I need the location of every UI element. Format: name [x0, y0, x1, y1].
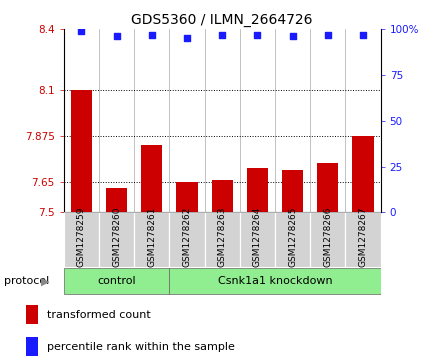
Bar: [26, 338, 38, 356]
Text: control: control: [97, 276, 136, 286]
Point: [359, 32, 367, 37]
Point: [148, 32, 155, 37]
Point: [219, 32, 226, 37]
Bar: [282, 170, 303, 212]
Bar: [134, 212, 169, 267]
Text: ▶: ▶: [41, 276, 50, 286]
Bar: [176, 182, 198, 212]
Bar: [99, 212, 134, 267]
Bar: [247, 168, 268, 212]
Bar: [345, 212, 381, 267]
Bar: [212, 180, 233, 212]
Text: GSM1278262: GSM1278262: [183, 207, 191, 267]
Bar: [275, 212, 310, 267]
Text: GSM1278265: GSM1278265: [288, 207, 297, 267]
Bar: [169, 212, 205, 267]
Text: transformed count: transformed count: [47, 310, 150, 320]
Text: GSM1278260: GSM1278260: [112, 207, 121, 267]
Bar: [64, 212, 99, 267]
Point: [324, 32, 331, 37]
Title: GDS5360 / ILMN_2664726: GDS5360 / ILMN_2664726: [132, 13, 313, 26]
Bar: [71, 90, 92, 212]
Text: GSM1278266: GSM1278266: [323, 207, 332, 267]
Point: [254, 32, 261, 37]
Point: [183, 35, 191, 41]
Point: [289, 33, 296, 39]
Bar: [317, 163, 338, 212]
Text: GSM1278261: GSM1278261: [147, 207, 156, 267]
Bar: [352, 136, 374, 212]
Bar: [240, 212, 275, 267]
Text: percentile rank within the sample: percentile rank within the sample: [47, 342, 235, 352]
Bar: [141, 145, 162, 212]
Text: Csnk1a1 knockdown: Csnk1a1 knockdown: [218, 276, 332, 286]
Point: [78, 28, 85, 34]
Text: protocol: protocol: [4, 276, 50, 286]
Point: [113, 33, 120, 39]
Text: GSM1278264: GSM1278264: [253, 207, 262, 267]
Bar: [310, 212, 345, 267]
Bar: [169, 268, 381, 294]
Bar: [64, 268, 169, 294]
Text: GSM1278263: GSM1278263: [218, 207, 227, 267]
Bar: [205, 212, 240, 267]
Bar: [26, 305, 38, 324]
Bar: [106, 188, 127, 212]
Text: GSM1278267: GSM1278267: [359, 207, 367, 267]
Text: GSM1278259: GSM1278259: [77, 207, 86, 267]
